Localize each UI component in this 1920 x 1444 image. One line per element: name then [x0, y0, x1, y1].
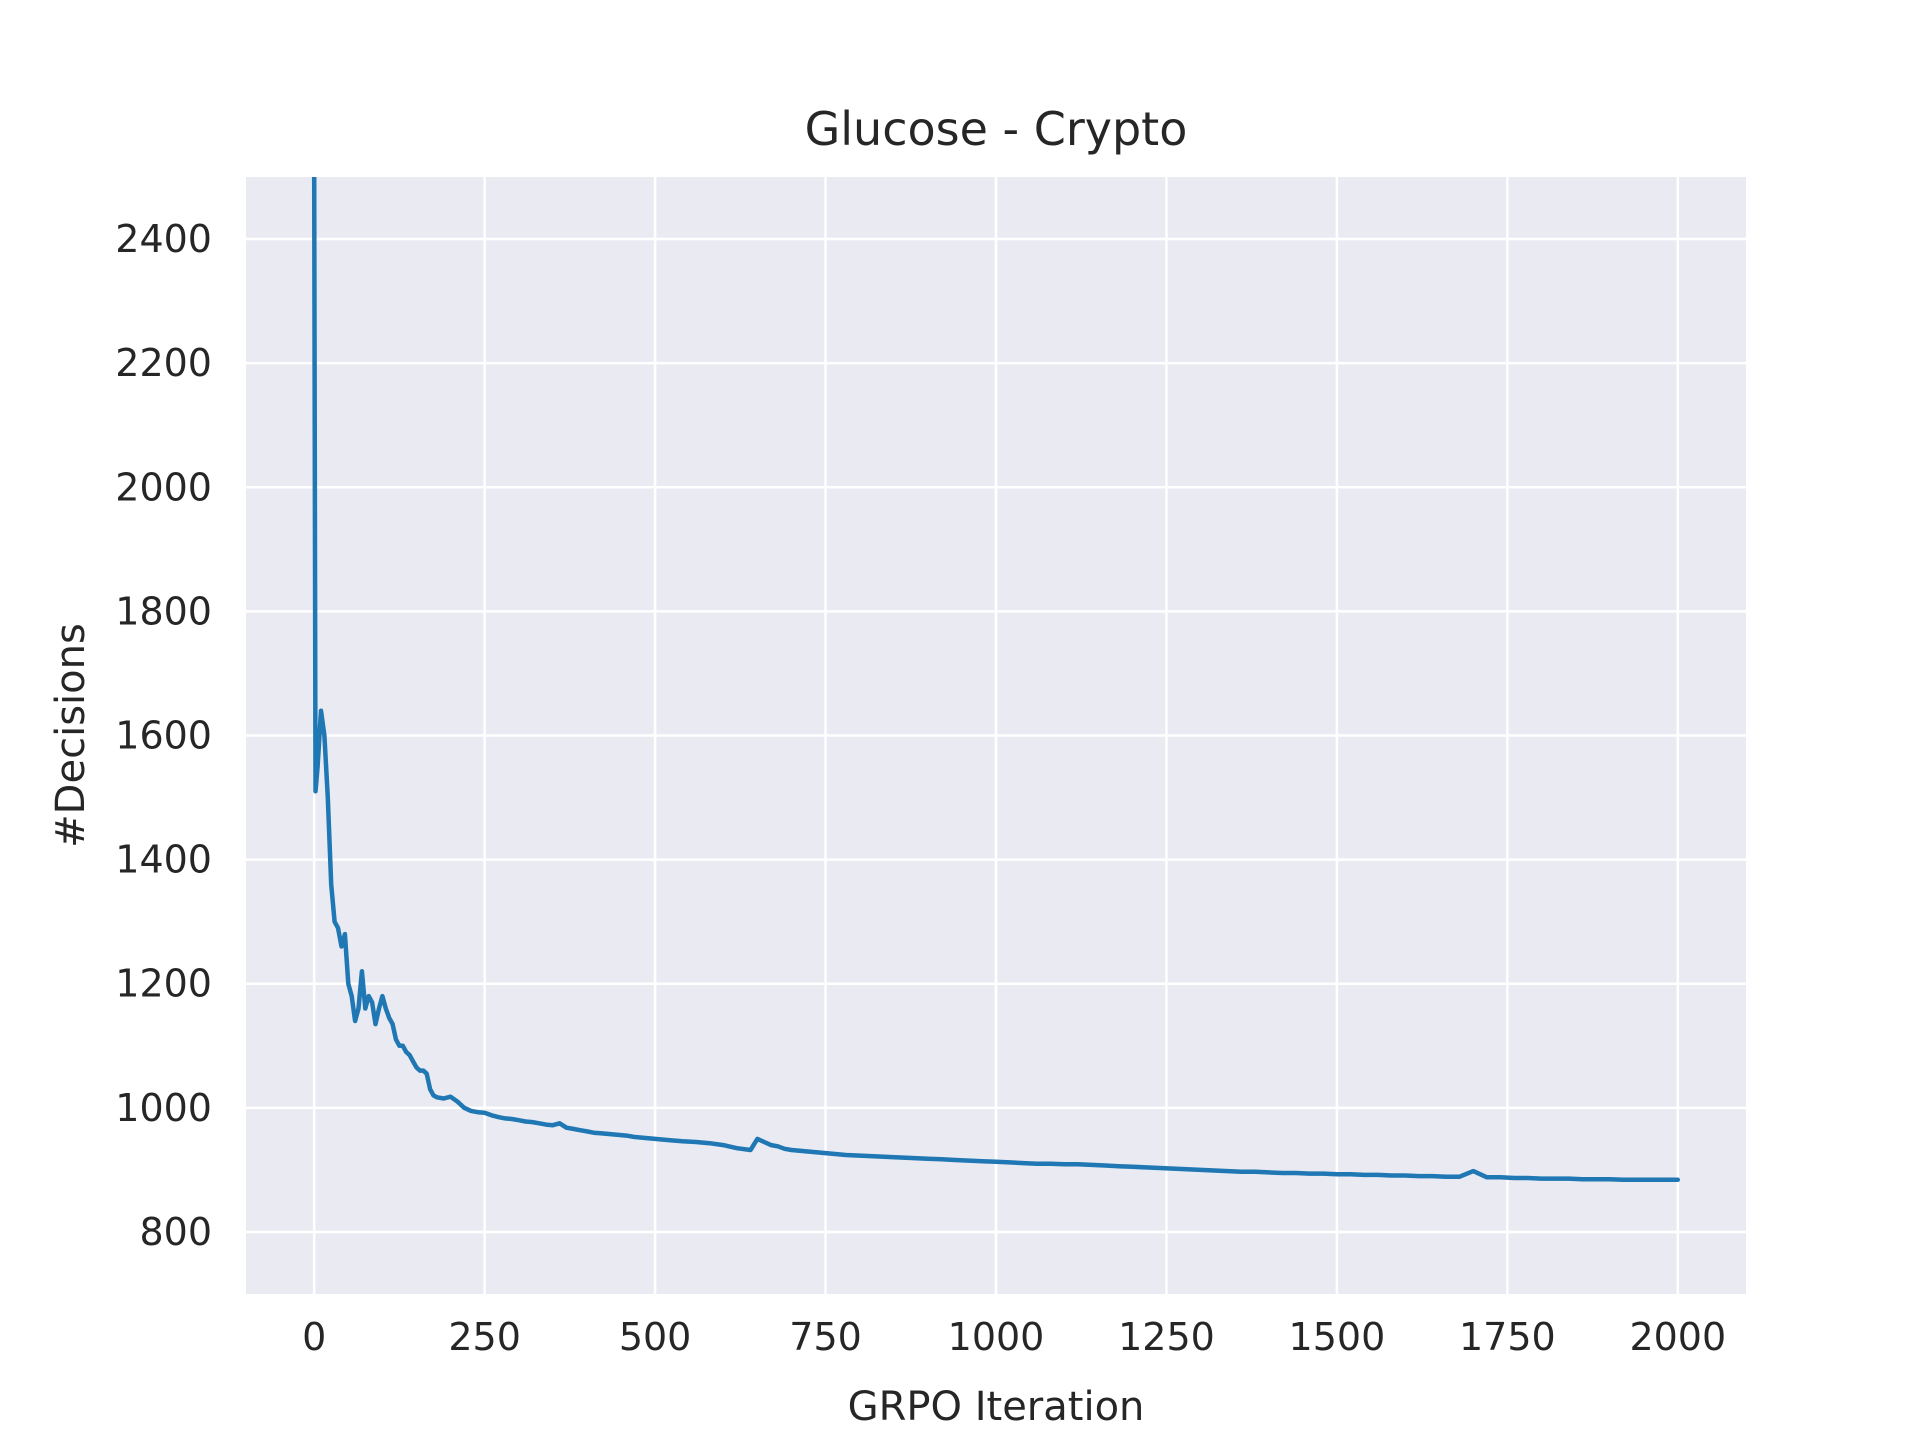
x-tick-label: 250 — [448, 1315, 521, 1359]
grid-lines — [246, 177, 1746, 1294]
y-tick-label: 1200 — [115, 962, 212, 1006]
x-tick-label: 2000 — [1629, 1315, 1726, 1359]
y-tick-label: 800 — [139, 1210, 212, 1254]
x-tick-label: 500 — [619, 1315, 692, 1359]
y-axis-label: #Decisions — [48, 623, 94, 848]
x-tick-label: 1500 — [1289, 1315, 1386, 1359]
y-tick-label: 2400 — [115, 217, 212, 261]
chart-title: Glucose - Crypto — [805, 102, 1188, 156]
y-tick-label: 2000 — [115, 465, 212, 509]
y-tick-label: 1400 — [115, 838, 212, 882]
y-tick-label: 1600 — [115, 714, 212, 758]
x-axis-label: GRPO Iteration — [848, 1384, 1145, 1430]
tick-labels: 0 250 500 750 1000 1250 1500 1750 2000 800 1000 120… — [115, 217, 1726, 1359]
series-line — [311, 177, 1681, 1183]
series-layer — [311, 177, 1681, 1183]
x-tick-label: 1000 — [948, 1315, 1045, 1359]
x-tick-label: 0 — [302, 1315, 326, 1359]
y-tick-label: 1000 — [115, 1086, 212, 1130]
y-tick-label: 2200 — [115, 341, 212, 385]
x-tick-label: 750 — [789, 1315, 862, 1359]
y-tick-label: 1800 — [115, 589, 212, 633]
x-tick-label: 1250 — [1118, 1315, 1215, 1359]
x-tick-label: 1750 — [1459, 1315, 1556, 1359]
